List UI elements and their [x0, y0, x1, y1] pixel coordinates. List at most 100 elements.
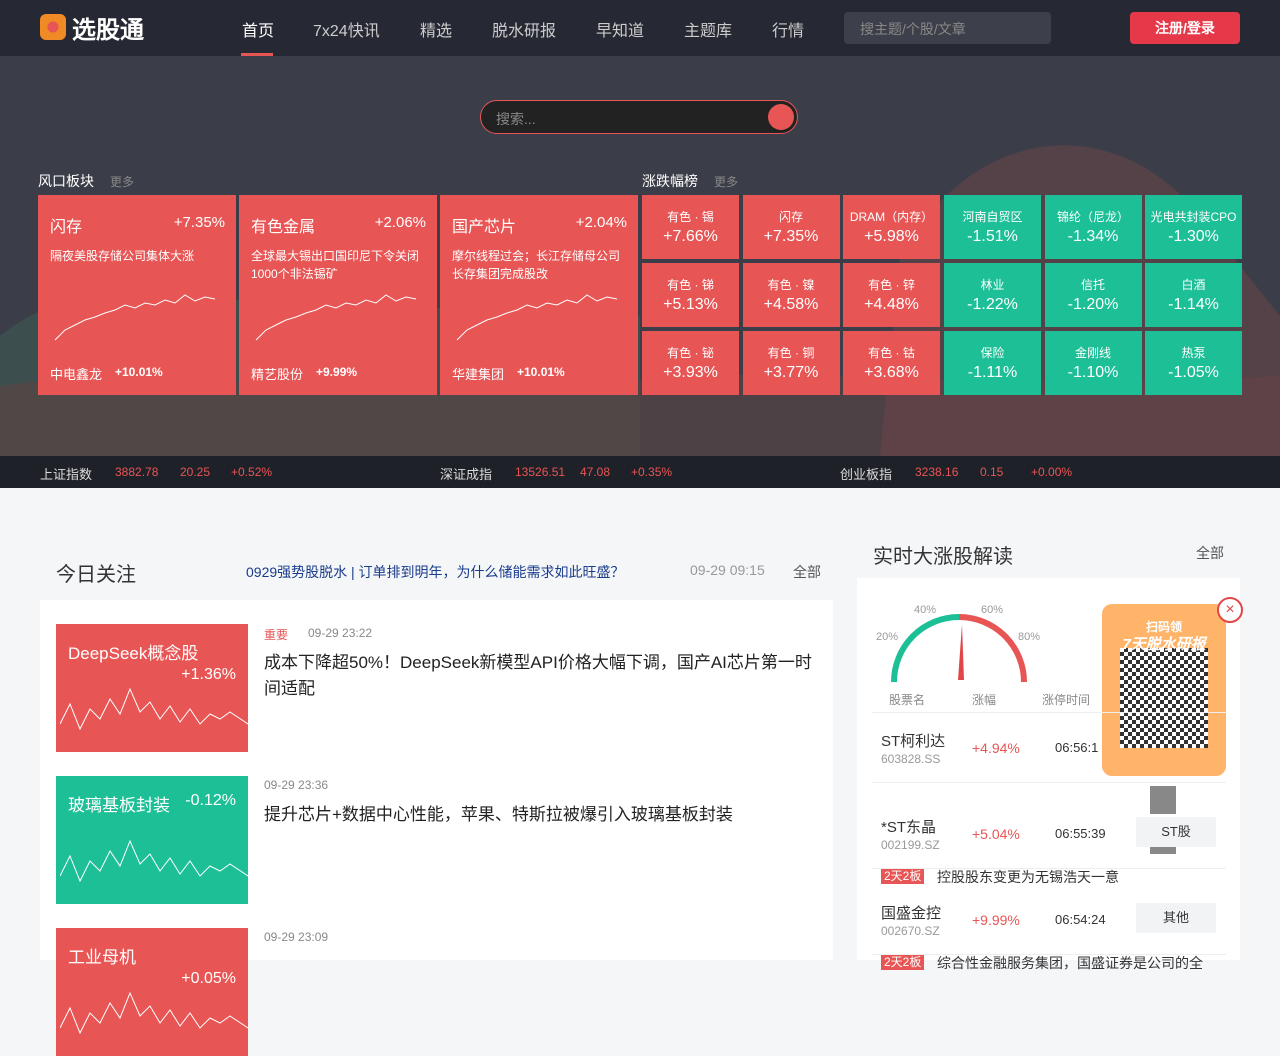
sector-desc: 全球最大锡出口国印尼下令关闭1000个非法锡矿 [251, 249, 420, 281]
nav-item[interactable]: 主题库 [684, 23, 733, 40]
rank-name: 林业 [980, 278, 1005, 292]
more-link[interactable]: 更多 [714, 175, 739, 189]
stock-name[interactable]: ST柯利达 [881, 733, 946, 750]
sector-card[interactable] [38, 195, 236, 395]
news-sector-card[interactable] [56, 624, 248, 752]
sector-card[interactable] [440, 195, 638, 395]
rank-change: +4.58% [763, 296, 819, 313]
rank-cell[interactable] [1145, 331, 1242, 395]
qr-popup[interactable] [1102, 604, 1226, 776]
stock-change: +5.04% [972, 826, 1020, 842]
stock-name[interactable]: *ST东晶 [881, 819, 937, 836]
index-change: 20.25 [180, 465, 211, 479]
rank-cell[interactable] [642, 263, 739, 327]
rank-cell[interactable] [1044, 263, 1142, 327]
nav-item[interactable]: 行情 [772, 23, 805, 40]
rank-name: 有色 · 锑 [667, 278, 714, 292]
rank-cell[interactable] [742, 195, 840, 259]
rank-change: +5.13% [663, 296, 718, 313]
leading-stock-change: +10.01% [517, 365, 565, 379]
divider [872, 868, 1226, 869]
section-title: 涨跌幅榜 [642, 173, 698, 189]
rank-change: -1.10% [1067, 364, 1119, 381]
rank-change: +3.93% [663, 364, 718, 381]
rank-cell[interactable] [1145, 195, 1242, 259]
rank-change: +7.66% [663, 228, 718, 245]
nav-search[interactable] [844, 12, 1051, 44]
rank-change: -1.11% [967, 364, 1018, 381]
rank-cell[interactable] [1044, 195, 1142, 259]
rank-name: 光电共封装CPO [1150, 210, 1237, 224]
close-button[interactable]: × [1217, 597, 1243, 623]
nav-item[interactable]: 早知道 [596, 23, 645, 40]
news-time: 09-29 23:22 [308, 626, 373, 640]
sector-change: +1.36% [181, 666, 236, 683]
column-header: 股票名 [889, 693, 926, 707]
stock-code: 603828.SS [881, 752, 941, 766]
more-link[interactable]: 更多 [110, 175, 135, 189]
rank-change: -1.30% [1168, 228, 1219, 245]
rank-cell[interactable] [1044, 331, 1142, 395]
nav-item[interactable]: 精选 [420, 23, 453, 40]
rank-cell[interactable] [642, 331, 739, 395]
stock-name[interactable]: 国盛金控 [881, 905, 942, 922]
hero-search-placeholder: 搜索... [496, 111, 536, 127]
login-button[interactable]: 注册/登录 [1130, 12, 1240, 44]
index-value: 3882.78 [115, 465, 159, 479]
section-title: 今日关注 [56, 564, 136, 586]
rank-name: 有色 · 钴 [868, 346, 915, 360]
divider [872, 782, 1226, 783]
section-title: 风口板块 [38, 173, 94, 189]
rank-cell[interactable] [944, 263, 1041, 327]
rank-name: DRAM（内存） [849, 210, 934, 224]
nav-item[interactable]: 首页 [242, 23, 275, 40]
rank-cell[interactable] [642, 195, 739, 259]
index-name[interactable]: 深证成指 [440, 467, 493, 482]
hero-search[interactable] [480, 100, 798, 134]
all-link[interactable]: 全部 [1196, 545, 1224, 561]
gauge [891, 614, 1027, 683]
nav-item[interactable]: 脱水研报 [492, 23, 557, 40]
nav-item[interactable]: 7x24快讯 [313, 23, 380, 40]
column-header: 涨停时间 [1042, 693, 1091, 707]
rank-cell[interactable] [843, 195, 940, 259]
headline[interactable]: 0929强势股脱水 | 订单排到明年，为什么储能需求如此旺盛？ [246, 564, 625, 580]
sector-change: +2.06% [374, 214, 426, 231]
rank-name: 有色 · 镍 [767, 278, 815, 292]
rank-cell[interactable] [1145, 263, 1242, 327]
index-value: 13526.51 [515, 465, 566, 479]
leading-stock: 华建集团 [452, 367, 505, 382]
hero-search-button[interactable] [768, 104, 794, 130]
stock-tag: 其他 [1136, 903, 1216, 933]
reason: 综合性金融服务集团，国盛证券是公司的全 [937, 955, 1203, 971]
streak-badge: 2天2板 [881, 868, 925, 884]
news-title[interactable]: 成本下降超50%！DeepSeek新模型API价格大幅下调，国产AI芯片第一时间… [264, 653, 812, 698]
all-link[interactable]: 全部 [793, 564, 821, 580]
sparkline [456, 294, 618, 341]
gauge-label: 40% [914, 604, 937, 616]
rank-name: 闪存 [778, 210, 803, 224]
index-name[interactable]: 上证指数 [40, 467, 93, 482]
logo[interactable]: 选股通 [72, 17, 144, 44]
index-name[interactable]: 创业板指 [840, 467, 893, 482]
gauge-label: 60% [981, 604, 1004, 616]
index-change: 0.15 [980, 465, 1004, 479]
rank-change: +3.68% [864, 364, 919, 381]
rank-cell[interactable] [944, 195, 1041, 259]
nav-underline [241, 53, 273, 56]
news-sector-card[interactable] [56, 776, 248, 904]
rank-cell[interactable] [843, 331, 940, 395]
rank-change: -1.34% [1067, 228, 1119, 245]
stock-code: 002670.SZ [881, 924, 940, 938]
news-title[interactable]: 提升芯片+数据中心性能，苹果、特斯拉被爆引入玻璃基板封装 [264, 805, 733, 824]
sector-card[interactable] [239, 195, 437, 395]
rank-name: 热泵 [1181, 346, 1206, 360]
index-pct: +0.35% [631, 465, 673, 479]
rank-cell[interactable] [843, 263, 940, 327]
sector-change: +0.05% [181, 970, 236, 987]
rank-change: +3.77% [763, 364, 819, 381]
rank-cell[interactable] [742, 263, 840, 327]
rank-cell[interactable] [944, 331, 1041, 395]
rank-cell[interactable] [742, 331, 840, 395]
limit-time: 06:56:1 [1055, 740, 1099, 755]
